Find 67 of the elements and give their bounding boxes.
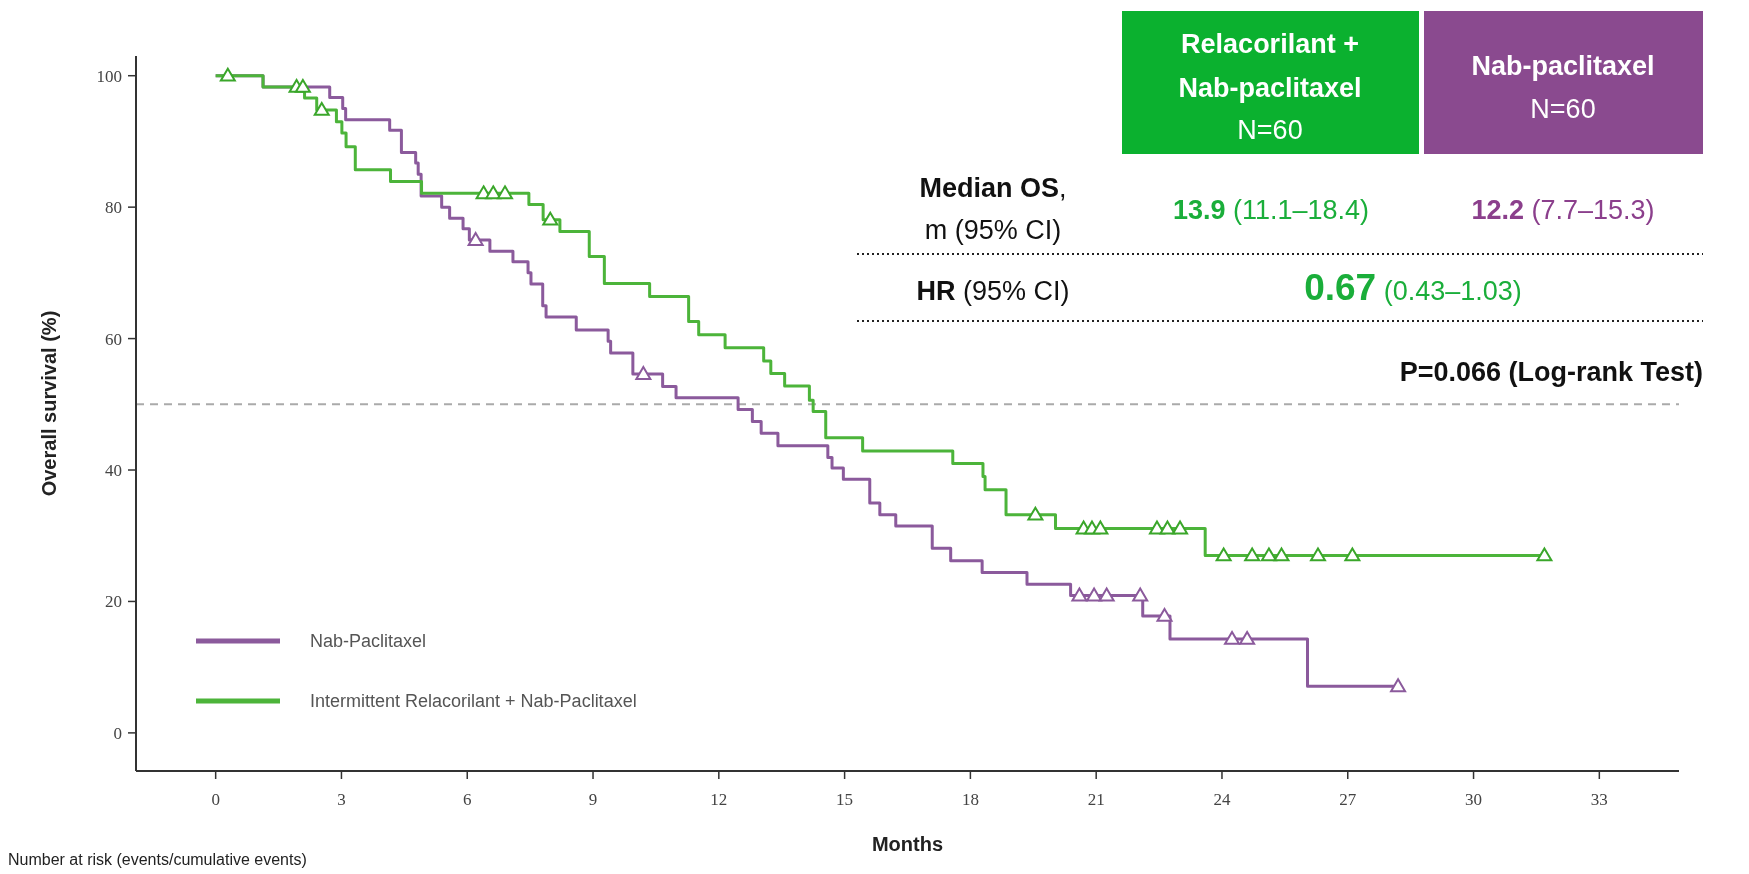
point [1172, 520, 1189, 535]
annotation: 0.67 [1304, 267, 1377, 308]
x-tick-label: 24 [1213, 790, 1231, 809]
annotation: (0.43–1.03) [1376, 276, 1522, 306]
point [1156, 607, 1173, 622]
point [1344, 547, 1361, 562]
legend-label: Nab-Paclitaxel [310, 631, 427, 652]
point [1215, 547, 1232, 562]
x-tick-label: 15 [836, 790, 854, 809]
annotation: P=0.066 (Log-rank Test) [1399, 357, 1703, 387]
annotation: , [1059, 173, 1067, 203]
x-tick-label: 21 [1087, 790, 1105, 809]
annotation: N=60 [1237, 115, 1303, 145]
point [1224, 630, 1241, 645]
x-tick-label: 9 [588, 790, 598, 809]
y-tick-label: 40 [105, 460, 122, 480]
y-tick-label: 80 [105, 198, 122, 218]
y-tick-label: 0 [113, 723, 122, 743]
annotation: (7.7–15.3) [1523, 195, 1655, 225]
point [1260, 547, 1277, 562]
annotation: m (95% CI) [924, 215, 1062, 245]
x-tick-label: 33 [1590, 790, 1608, 809]
x-tick-label: 6 [462, 790, 472, 809]
annotation: N=60 [1530, 94, 1596, 124]
point [635, 366, 652, 380]
y-tick-label: 60 [105, 329, 122, 349]
point [1086, 587, 1103, 602]
x-tick-label: 27 [1339, 790, 1357, 809]
legend-label: Intermittent Relacorilant + Nab-Paclitaxel [310, 691, 637, 712]
y-tick-label: 100 [96, 66, 122, 86]
y-axis-title: Overall survival (%) [38, 310, 60, 497]
annotation: Nab-paclitaxel [1178, 73, 1362, 103]
annotation: (11.1–18.4) [1225, 195, 1370, 225]
annotation: 12.2 [1471, 195, 1524, 225]
point [496, 185, 513, 200]
point [1244, 547, 1261, 562]
text: Number at risk (events/cumulative events) [8, 851, 307, 868]
x-tick-label: 12 [710, 790, 728, 809]
annotation: Median OS [919, 173, 1060, 203]
x-tick-label: 3 [337, 790, 346, 809]
point [1027, 506, 1044, 521]
x-axis-title: Months [871, 833, 944, 855]
y-tick-label: 20 [105, 592, 122, 612]
x-tick-label: 30 [1465, 790, 1483, 809]
x-tick-label: 18 [961, 790, 979, 809]
point [1536, 547, 1553, 562]
annotation: Nab-paclitaxel [1471, 51, 1655, 81]
point [1071, 587, 1088, 602]
point [219, 67, 236, 82]
point [1309, 547, 1326, 562]
point [467, 232, 484, 246]
point [294, 78, 311, 93]
annotation: (95% CI) [955, 276, 1070, 306]
point [1098, 587, 1115, 602]
annotation: HR [916, 276, 956, 306]
point [1239, 630, 1256, 645]
point [1390, 678, 1407, 693]
point [313, 101, 330, 116]
annotation: Relacorilant + [1181, 29, 1359, 59]
point [485, 185, 502, 200]
point [1159, 520, 1176, 535]
point [542, 211, 559, 226]
point [1273, 547, 1290, 562]
point [1092, 520, 1109, 535]
annotation: 13.9 [1172, 195, 1226, 225]
x-tick-label: 0 [211, 790, 220, 809]
point [1132, 587, 1149, 602]
